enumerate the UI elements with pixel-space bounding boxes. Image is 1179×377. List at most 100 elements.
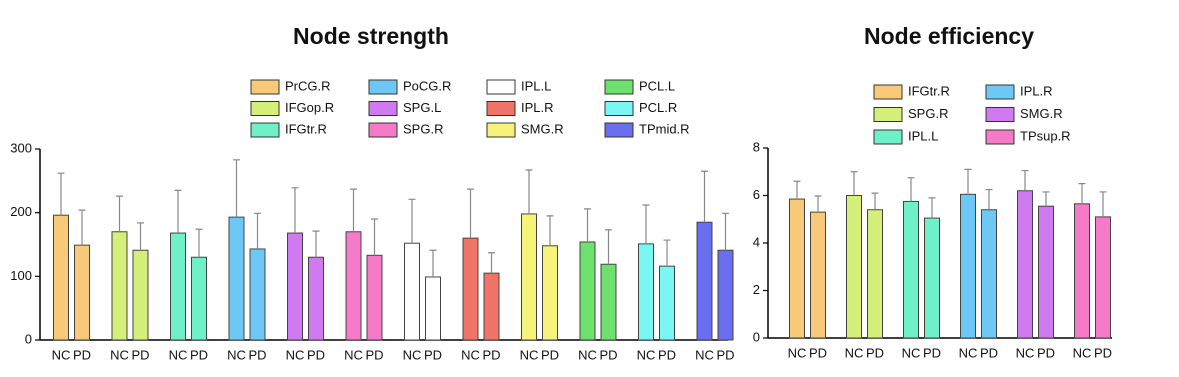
bar <box>903 200 919 339</box>
x-tick-label: NC <box>110 347 129 362</box>
bar <box>111 231 128 341</box>
error-bar <box>663 239 671 267</box>
x-tick-label: NC <box>52 347 71 362</box>
legend-label: IPL.R <box>521 100 554 115</box>
legend-label: PoCG.R <box>403 78 451 93</box>
error-bar <box>1078 183 1086 204</box>
legend-swatch <box>985 129 1015 145</box>
bar <box>579 241 596 341</box>
x-tick-label: PD <box>248 347 266 362</box>
legend-swatch <box>985 84 1015 100</box>
legend-swatch <box>873 84 903 100</box>
bar <box>74 244 90 341</box>
legend-label: PCL.L <box>639 78 675 93</box>
error-bar <box>371 218 378 256</box>
bar <box>867 209 883 339</box>
legend-swatch <box>486 79 516 95</box>
x-tick-label: PD <box>307 347 325 362</box>
error-bar <box>546 215 554 246</box>
x-tick-label: NC <box>637 347 656 362</box>
chart-title: Node strength <box>293 23 449 49</box>
error-bar <box>78 209 86 246</box>
x-tick-label: NC <box>788 345 807 360</box>
bar <box>717 249 734 341</box>
bar <box>846 195 862 339</box>
bar <box>1074 203 1090 339</box>
legend-label: PCL.R <box>639 100 677 115</box>
bar <box>789 198 805 339</box>
legend-label: IPL.L <box>908 128 938 143</box>
bar <box>981 209 997 339</box>
legend-swatch <box>250 101 280 116</box>
error-bar <box>467 188 474 239</box>
bar <box>810 211 826 339</box>
x-tick-label: PD <box>73 347 91 362</box>
bar <box>191 256 207 341</box>
legend-label: TPmid.R <box>639 121 690 136</box>
bar <box>600 263 617 341</box>
x-tick-label: NC <box>902 345 921 360</box>
bar <box>132 249 149 341</box>
x-tick-label: NC <box>578 347 597 362</box>
error-bar <box>928 197 936 219</box>
x-tick-label: PD <box>365 347 383 362</box>
x-tick-label: PD <box>809 345 827 360</box>
legend-label: IFGtr.R <box>285 121 327 136</box>
error-bar <box>350 188 357 232</box>
legend-label: SMG.R <box>521 121 564 136</box>
x-tick-label: PD <box>923 345 941 360</box>
chart-title: Node efficiency <box>864 23 1034 49</box>
x-tick-label: PD <box>541 347 559 362</box>
bar <box>170 232 186 341</box>
bar <box>542 245 558 341</box>
x-tick-label: NC <box>169 347 188 362</box>
legend-swatch <box>486 101 516 116</box>
error-bar <box>907 177 915 202</box>
bar <box>1038 205 1054 339</box>
error-bar <box>195 228 203 258</box>
y-tick-label: 0 <box>25 331 32 346</box>
bar <box>366 254 383 341</box>
y-tick-label: 200 <box>10 204 32 219</box>
y-tick-label: 300 <box>10 140 32 155</box>
error-bar <box>488 252 495 274</box>
legend-label: SPG.R <box>908 106 948 121</box>
bar <box>521 213 537 341</box>
bar <box>425 276 441 341</box>
x-tick-label: NC <box>1016 345 1035 360</box>
y-tick-label: 6 <box>753 187 760 202</box>
bar <box>659 265 675 341</box>
x-tick-label: PD <box>658 347 676 362</box>
error-bar <box>1042 191 1050 207</box>
bar <box>483 272 500 341</box>
bar <box>345 231 362 341</box>
error-bar <box>605 229 612 265</box>
legend-label: SPG.L <box>403 100 441 115</box>
legend-swatch <box>604 122 634 138</box>
error-bar <box>642 204 650 244</box>
bar <box>249 248 266 341</box>
error-bar <box>116 195 123 232</box>
x-tick-label: PD <box>716 347 734 362</box>
x-tick-label: PD <box>482 347 500 362</box>
error-bar <box>871 192 879 210</box>
error-bar <box>408 198 416 244</box>
error-bar <box>312 230 320 258</box>
y-tick-label: 4 <box>753 234 760 249</box>
legend-swatch <box>250 122 280 138</box>
error-bar <box>793 180 801 200</box>
bar <box>1095 216 1111 339</box>
x-tick-label: NC <box>520 347 539 362</box>
y-tick-label: 100 <box>10 268 32 283</box>
legend-swatch <box>604 79 634 95</box>
bar <box>308 256 324 341</box>
error-bar <box>850 171 858 196</box>
error-bar <box>429 249 437 277</box>
bar <box>53 214 69 341</box>
legend-swatch <box>604 101 634 116</box>
legend-label: TPsup.R <box>1020 128 1071 143</box>
legend-swatch <box>368 101 398 116</box>
error-bar <box>1021 169 1029 191</box>
legend-label: SMG.R <box>1020 106 1063 121</box>
